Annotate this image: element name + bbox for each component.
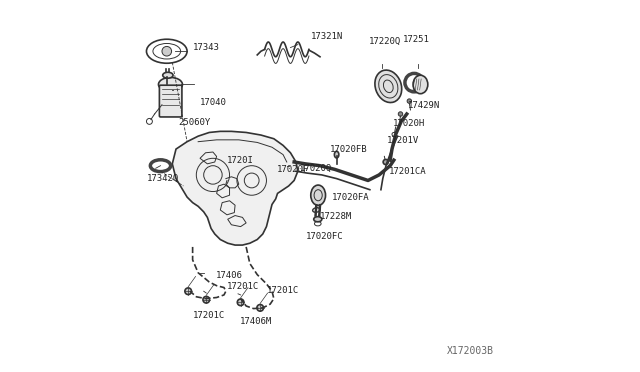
Circle shape xyxy=(407,99,412,103)
Text: 17201C: 17201C xyxy=(227,282,259,291)
Circle shape xyxy=(185,288,191,295)
Ellipse shape xyxy=(314,217,322,222)
Text: 17321N: 17321N xyxy=(311,32,343,41)
FancyBboxPatch shape xyxy=(159,85,182,117)
Text: 17220Q: 17220Q xyxy=(369,37,401,46)
Text: X172003B: X172003B xyxy=(447,346,493,356)
Text: 17020FA: 17020FA xyxy=(332,193,369,202)
Text: 17343: 17343 xyxy=(193,43,220,52)
Text: 17020H: 17020H xyxy=(393,119,426,128)
Ellipse shape xyxy=(311,185,326,205)
Ellipse shape xyxy=(413,75,428,94)
Circle shape xyxy=(257,305,264,311)
Text: 17020FC: 17020FC xyxy=(306,232,344,241)
Text: 17201C: 17201C xyxy=(193,311,226,320)
Circle shape xyxy=(383,160,388,164)
Text: 17251: 17251 xyxy=(403,35,430,44)
Circle shape xyxy=(162,46,172,56)
PathPatch shape xyxy=(172,131,298,245)
Text: 17342Q: 17342Q xyxy=(147,174,179,183)
Text: 17020F: 17020F xyxy=(277,165,309,174)
Ellipse shape xyxy=(163,72,173,78)
Ellipse shape xyxy=(375,70,402,103)
Text: 17406: 17406 xyxy=(216,271,243,280)
Ellipse shape xyxy=(159,77,182,92)
Text: 17201CA: 17201CA xyxy=(388,167,426,176)
Text: 17020FB: 17020FB xyxy=(330,145,367,154)
Text: 17201V: 17201V xyxy=(387,137,419,145)
Text: 25060Y: 25060Y xyxy=(178,118,210,127)
Circle shape xyxy=(398,112,403,116)
Circle shape xyxy=(237,299,244,306)
Text: 17020Q: 17020Q xyxy=(300,164,332,173)
Circle shape xyxy=(203,296,210,303)
Text: 17228M: 17228M xyxy=(320,212,352,221)
Text: 17429N: 17429N xyxy=(408,101,440,110)
Text: 1720I: 1720I xyxy=(227,155,254,165)
Text: 17040: 17040 xyxy=(200,99,227,108)
Ellipse shape xyxy=(334,151,339,158)
Text: 17201C: 17201C xyxy=(268,286,300,295)
Text: 17406M: 17406M xyxy=(240,317,272,326)
